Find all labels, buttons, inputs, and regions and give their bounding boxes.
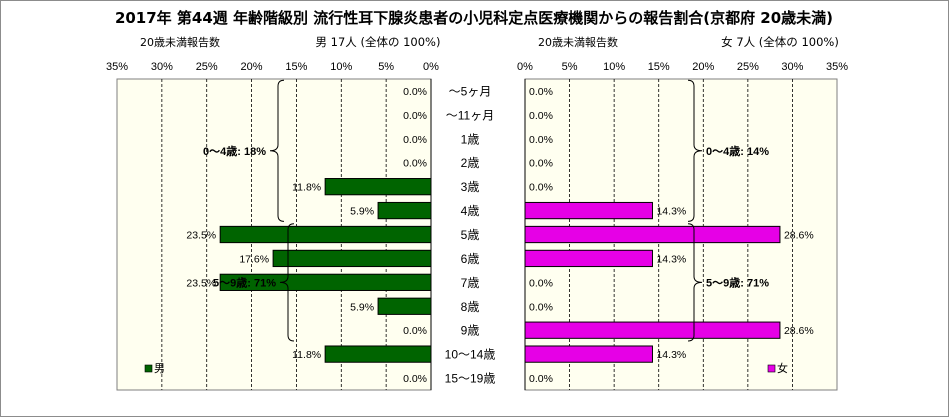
male-brace bbox=[269, 79, 285, 222]
male-value-label: 17.6% bbox=[239, 253, 269, 265]
female-value-label: 0.0% bbox=[529, 182, 553, 194]
male-bar bbox=[324, 345, 432, 363]
male-bar bbox=[324, 178, 432, 196]
category-label: 9歳 bbox=[461, 324, 480, 338]
female-annotation: 0～4歳: 14% bbox=[706, 144, 769, 158]
female-value-label: 0.0% bbox=[529, 158, 553, 170]
female-bar bbox=[524, 249, 653, 268]
male-value-label: 5.9% bbox=[350, 301, 374, 313]
female-legend-swatch bbox=[767, 364, 776, 373]
female-bar bbox=[524, 345, 653, 363]
female-tick-label: 20% bbox=[692, 61, 714, 73]
male-value-label: 0.0% bbox=[403, 373, 427, 385]
female-tick-label: 0% bbox=[517, 61, 533, 73]
female-bar bbox=[524, 321, 781, 339]
female-tick-label: 35% bbox=[826, 61, 848, 73]
category-label: 5歳 bbox=[461, 228, 480, 242]
female-bar bbox=[524, 225, 781, 244]
category-label: 8歳 bbox=[461, 300, 480, 314]
male-bar bbox=[219, 225, 432, 244]
female-panel: 0% 5% 10% 15% 20% 25% 30% 35% 0.0% 0.0% 0.0% 0.0% 0.… bbox=[517, 61, 848, 391]
category-label: 15～19歳 bbox=[445, 372, 496, 386]
female-value-label: 14.3% bbox=[656, 349, 686, 361]
category-label: ～11ヶ月 bbox=[446, 108, 494, 122]
male-panel: 0% 5% 10% 15% 20% 25% 30% 35% 0.0% 0.0% 0.0% 0.0% 11… bbox=[106, 61, 439, 391]
category-label: 7歳 bbox=[461, 276, 480, 290]
male-value-label: 23.5% bbox=[186, 230, 216, 242]
female-value-label: 0.0% bbox=[529, 134, 553, 146]
male-annotation: 0～4歳: 18% bbox=[203, 144, 266, 158]
male-tick-label: 10% bbox=[330, 61, 352, 73]
male-value-label: 23.5% bbox=[186, 277, 216, 289]
female-tick-label: 25% bbox=[737, 61, 759, 73]
male-legend-label: 男 bbox=[154, 363, 165, 375]
male-value-label: 0.0% bbox=[403, 110, 427, 122]
female-tick-label: 15% bbox=[648, 61, 670, 73]
female-brace bbox=[687, 223, 703, 342]
female-tick-label: 30% bbox=[781, 61, 803, 73]
male-value-label: 0.0% bbox=[403, 158, 427, 170]
female-legend-label: 女 bbox=[777, 361, 788, 375]
right-caption: 20歳未満報告数 bbox=[538, 36, 618, 49]
category-label: 3歳 bbox=[461, 180, 480, 194]
male-legend-swatch bbox=[144, 364, 153, 373]
male-bar bbox=[377, 297, 432, 315]
category-label: 1歳 bbox=[461, 132, 480, 146]
category-label: 4歳 bbox=[461, 204, 480, 218]
female-value-label: 0.0% bbox=[529, 110, 553, 122]
female-value-label: 14.3% bbox=[656, 253, 686, 265]
female-value-label: 0.0% bbox=[529, 277, 553, 289]
male-tick-label: 5% bbox=[378, 61, 394, 73]
male-tick-label: 0% bbox=[423, 61, 439, 73]
male-tick-label: 20% bbox=[241, 61, 263, 73]
female-value-label: 0.0% bbox=[529, 86, 553, 98]
category-label: 2歳 bbox=[461, 156, 480, 170]
female-tick-label: 5% bbox=[562, 61, 578, 73]
female-tick-label: 10% bbox=[603, 61, 625, 73]
female-brace bbox=[687, 79, 703, 222]
left-summary: 男 17人 (全体の 100%) bbox=[316, 35, 441, 49]
female-annotation: 5～9歳: 71% bbox=[706, 275, 769, 289]
category-labels: ～5ヶ月 ～11ヶ月 1歳 2歳 3歳 4歳 5歳 6歳 7歳 8歳 9歳 10～14歳 15～19歳 bbox=[445, 84, 496, 385]
female-bar bbox=[524, 201, 653, 220]
female-value-label: 28.6% bbox=[784, 325, 814, 337]
male-bar bbox=[219, 273, 432, 291]
right-summary: 女 7人 (全体の 100%) bbox=[721, 35, 839, 49]
female-value-label: 28.6% bbox=[784, 230, 814, 242]
male-value-label: 5.9% bbox=[350, 206, 374, 218]
male-value-label: 0.0% bbox=[403, 86, 427, 98]
left-caption: 20歳未満報告数 bbox=[140, 36, 220, 49]
male-value-label: 0.0% bbox=[403, 134, 427, 146]
male-tick-label: 25% bbox=[196, 61, 218, 73]
category-label: 6歳 bbox=[461, 252, 480, 266]
male-bar bbox=[377, 201, 432, 220]
female-value-label: 14.3% bbox=[656, 206, 686, 218]
male-annotation: 5～9歳: 71% bbox=[213, 275, 276, 289]
male-bar bbox=[272, 249, 432, 268]
chart-title: 2017年 第44週 年齢階級別 流行性耳下腺炎患者の小児科定点医療機関からの報… bbox=[115, 9, 833, 27]
category-label: 10～14歳 bbox=[445, 348, 496, 362]
male-tick-label: 30% bbox=[151, 61, 173, 73]
female-value-label: 0.0% bbox=[529, 301, 553, 313]
female-value-label: 0.0% bbox=[529, 373, 553, 385]
male-value-label: 0.0% bbox=[403, 325, 427, 337]
category-label: ～5ヶ月 bbox=[449, 84, 492, 98]
male-value-label: 11.8% bbox=[292, 182, 321, 194]
male-brace bbox=[279, 223, 295, 342]
male-tick-label: 15% bbox=[285, 61, 307, 73]
male-value-label: 11.8% bbox=[292, 349, 321, 361]
male-tick-label: 35% bbox=[106, 61, 128, 73]
